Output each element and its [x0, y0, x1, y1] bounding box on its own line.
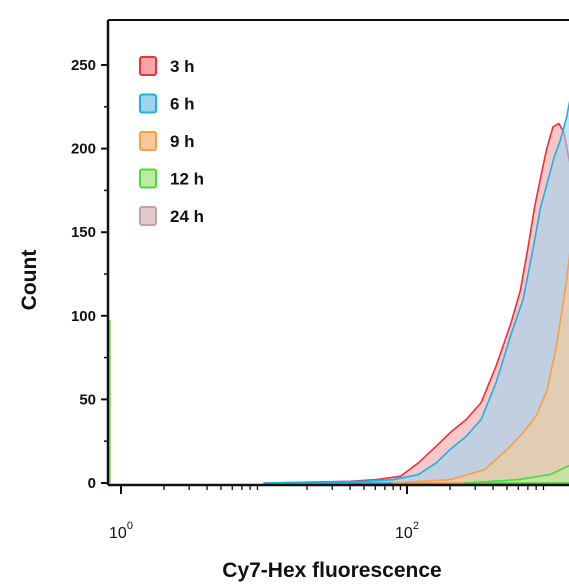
x-tick-label: 102 [395, 520, 419, 542]
legend-label-6h: 6 h [170, 95, 195, 114]
legend-swatch-3h [139, 56, 157, 76]
series-12h-area [463, 464, 569, 484]
legend-swatch-24h [139, 206, 157, 226]
legend-label-24h: 24 h [170, 207, 204, 226]
y-tick-label: 50 [79, 391, 96, 408]
y-tick-label: 200 [71, 141, 96, 158]
legend-swatch-6h [139, 93, 157, 114]
y-tick-label: 250 [71, 57, 96, 74]
y-tick-label: 0 [88, 475, 96, 492]
legend-label-12h: 12 h [170, 170, 204, 189]
legend-swatch-12h [139, 168, 157, 189]
x-axis-title: Cy7-Hex fluorescence [222, 559, 441, 582]
axes-layer: 050100150200250100102104106 [71, 19, 569, 542]
y-tick-label: 150 [71, 224, 96, 241]
series-layer [109, 100, 569, 484]
legend-label-3h: 3 h [170, 57, 195, 76]
series-9h-area [392, 252, 569, 484]
y-axis-title: Count [18, 250, 41, 311]
y-tick-label: 100 [71, 308, 96, 325]
x-tick-label: 100 [109, 520, 133, 542]
legend-label-9h: 9 h [170, 132, 195, 151]
legend-swatch-9h [139, 131, 157, 151]
legend: 3 h 6 h 9 h 12 h 24 h [139, 56, 204, 226]
